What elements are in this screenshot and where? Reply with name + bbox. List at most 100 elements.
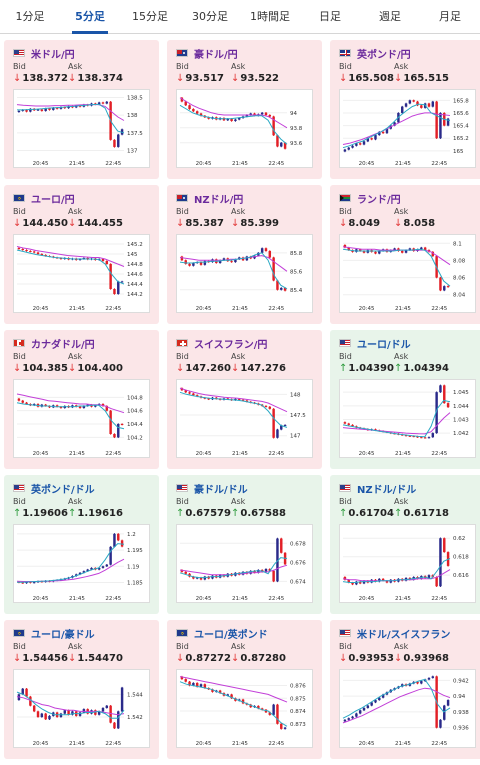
candle-body [218, 260, 222, 263]
currency-card[interactable]: ユーロ/英ポンド Bid Ask ↓0.87272 ↓0.87280 0.876 0.875… [167, 620, 322, 759]
bid-price: 1.04390 [348, 363, 394, 374]
tab-月足[interactable]: 月足 [439, 10, 461, 23]
price-chart[interactable]: 145.2 145 144.8 144.6 144.4 144.2 20:45 21:45 22… [13, 234, 150, 313]
price-chart[interactable]: 1.544 1.542 20:45 21:45 22:45 [13, 669, 150, 748]
currency-card[interactable]: 英ポンド/ドル Bid Ask ↑1.19606 ↑1.19616 1.2 1.195 1.1… [4, 475, 159, 614]
tab-1時間足[interactable]: 1時間足 [250, 10, 290, 23]
candle-body [25, 402, 28, 404]
tab-30分足[interactable]: 30分足 [192, 10, 228, 23]
x-tick-label: 20:45 [196, 741, 212, 747]
currency-card[interactable]: ユーロ/ドル Bid Ask ↑1.04390 ↑1.04394 1.045 1.044 1.… [330, 330, 480, 469]
currency-card[interactable]: 豪ドル/ドル Bid Ask ↑0.67579 ↑0.67588 0.678 0.676 0.… [167, 475, 322, 614]
currency-card[interactable]: 英ポンド/円 Bid Ask ↓165.508 ↓165.515 165.8 165.6 16… [330, 40, 480, 179]
price-chart-svg: 148 147.5 147 20:45 21:45 22:45 [179, 387, 306, 457]
price-chart[interactable]: 104.8 104.6 104.4 104.2 20:45 21:45 22:45 [13, 379, 150, 458]
arrow-down-icon: ↓ [231, 73, 240, 84]
candle-body [366, 138, 370, 142]
bid-label: Bid [339, 352, 352, 361]
candle-body [439, 385, 442, 393]
candle-body [408, 683, 412, 686]
price-chart[interactable]: 94 93.8 93.6 20:45 21:45 22:45 [176, 89, 313, 168]
tab-日足[interactable]: 日足 [319, 10, 341, 23]
candle-body [82, 709, 86, 713]
pair-name[interactable]: ユーロ/英ポンド [194, 629, 268, 641]
price-chart[interactable]: 8.1 8.08 8.06 8.04 20:45 21:45 22:45 [339, 234, 476, 313]
price-chart[interactable]: 0.678 0.676 0.674 20:45 21:45 22:45 [176, 524, 313, 603]
pair-name[interactable]: NZドル/円 [194, 194, 244, 206]
pair-name[interactable]: ユーロ/ドル [357, 339, 411, 351]
pair-name[interactable]: 英ポンド/ドル [31, 484, 95, 496]
pair-name[interactable]: 英ポンド/円 [357, 49, 411, 61]
candle-body [264, 405, 268, 407]
currency-card[interactable]: 豪ドル/円 Bid Ask ↓93.517 ↓93.522 94 93.8 93.6 20:45… [167, 40, 322, 179]
currency-card[interactable]: NZドル/ドル Bid Ask ↑0.61704 ↑0.61718 0.62 0.618 0.… [330, 475, 480, 614]
currency-card[interactable]: 米ドル/スイスフラン Bid Ask ↓0.93953 ↓0.93968 0.942 0.9… [330, 620, 480, 759]
candle-body [241, 699, 245, 704]
ask-label: Ask [68, 497, 83, 506]
candle-body [264, 569, 268, 572]
currency-card[interactable]: ユーロ/豪ドル Bid Ask ↓1.54456 ↓1.54470 1.544 1.542 2… [4, 620, 159, 759]
price-chart[interactable]: 138.5 138 137.5 137 20:45 21:45 22:45 [13, 89, 150, 168]
currency-card[interactable]: スイスフラン/円 Bid Ask ↓147.260 ↓147.276 148 147.5 14… [167, 330, 322, 469]
candle-body [101, 102, 105, 104]
y-tick-label: 0.874 [290, 709, 306, 715]
candle-body [264, 112, 268, 115]
currency-card[interactable]: ユーロ/円 Bid Ask ↓144.450 ↓144.455 145.2 145 144.8… [4, 185, 159, 324]
pair-name[interactable]: 米ドル/円 [31, 49, 75, 61]
currency-card[interactable]: NZドル/円 Bid Ask ↓85.387 ↓85.399 85.8 85.6 85.4 20… [167, 185, 322, 324]
candle-body [276, 135, 279, 147]
bid-label: Bid [339, 642, 352, 651]
ask-price: 0.61718 [403, 508, 449, 519]
card-header: 豪ドル/ドル [176, 481, 248, 496]
y-tick-label: 85.6 [290, 269, 303, 275]
price-chart[interactable]: 85.8 85.6 85.4 20:45 21:45 22:45 [176, 234, 313, 313]
candle-body [404, 250, 408, 253]
price-chart[interactable]: 0.876 0.875 0.874 0.873 20:45 21:45 22:45 [176, 669, 313, 748]
candle-body [343, 149, 347, 152]
pair-name[interactable]: ランド/円 [357, 194, 401, 206]
tab-15分足[interactable]: 15分足 [132, 10, 168, 23]
candle-body [374, 429, 377, 431]
price-chart[interactable]: 0.942 0.94 0.938 0.936 20:45 21:45 22:45 [339, 669, 476, 748]
ask-label: Ask [68, 642, 83, 651]
pair-name[interactable]: 米ドル/スイスフラン [357, 629, 451, 641]
pair-name[interactable]: 豪ドル/ドル [194, 484, 248, 496]
price-chart[interactable]: 165.8 165.6 165.4 165.2 165 20:45 21:45 22:45 [339, 89, 476, 168]
pair-name[interactable]: 豪ドル/円 [194, 49, 238, 61]
x-tick-label: 20:45 [359, 741, 375, 747]
candle-body [36, 109, 40, 111]
bid-value: ↑0.61704 [339, 508, 394, 519]
price-chart[interactable]: 148 147.5 147 20:45 21:45 22:45 [176, 379, 313, 458]
moving-average-fast [179, 104, 288, 145]
currency-card[interactable]: カナダドル/円 Bid Ask ↓104.385 ↓104.400 104.8 104.6 1… [4, 330, 159, 469]
y-tick-label: 0.62 [453, 536, 465, 542]
tab-5分足[interactable]: 5分足 [60, 0, 120, 34]
bid-label: Bid [176, 62, 189, 71]
y-tick-label: 8.04 [453, 293, 466, 299]
price-chart[interactable]: 0.62 0.618 0.616 20:45 21:45 22:45 [339, 524, 476, 603]
pair-name[interactable]: ユーロ/円 [31, 194, 75, 206]
pair-name[interactable]: NZドル/ドル [357, 484, 417, 496]
arrow-down-icon: ↓ [339, 653, 348, 664]
tab-週足[interactable]: 週足 [379, 10, 401, 23]
arrow-down-icon: ↓ [394, 218, 403, 229]
candle-body [374, 135, 377, 140]
tab-1分足[interactable]: 1分足 [15, 10, 45, 23]
currency-card[interactable]: 米ドル/円 Bid Ask ↓138.372 ↓138.374 138.5 138 137.5… [4, 40, 159, 179]
pair-name[interactable]: ユーロ/豪ドル [31, 629, 95, 641]
moving-average-fast [179, 391, 288, 428]
bid-value: ↓0.93953 [339, 653, 394, 664]
ca-flag [13, 339, 25, 347]
price-chart[interactable]: 1.2 1.195 1.19 1.185 20:45 21:45 22:45 [13, 524, 150, 603]
pair-name[interactable]: スイスフラン/円 [194, 339, 268, 351]
currency-card[interactable]: ランド/円 Bid Ask ↓8.049 ↓8.058 8.1 8.08 8.06 8.04 20… [330, 185, 480, 324]
price-chart[interactable]: 1.045 1.044 1.043 1.042 20:45 21:45 22:45 [339, 379, 476, 458]
candle-body [32, 251, 36, 253]
moving-average-fast [16, 402, 125, 430]
ask-label: Ask [231, 207, 246, 216]
candle-body [347, 579, 350, 583]
x-tick-label: 22:45 [268, 306, 284, 312]
moving-average-slow [16, 104, 125, 121]
bid-value: ↓165.508 [339, 73, 394, 84]
pair-name[interactable]: カナダドル/円 [31, 339, 95, 351]
